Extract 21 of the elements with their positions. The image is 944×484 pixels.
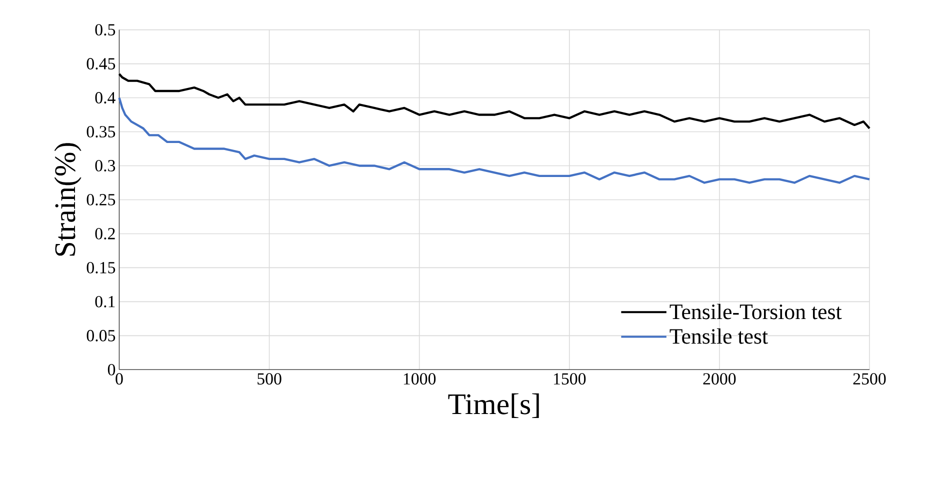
y-tick-label: 0.3: [95, 160, 116, 172]
x-tick-label: 2000: [703, 373, 736, 385]
y-tick-label: 0.5: [95, 24, 116, 36]
y-tick-label: 0: [108, 364, 116, 376]
x-axis-title: Time[s]: [448, 393, 539, 418]
y-axis-title: Strain(%): [54, 143, 82, 256]
y-tick-label: 0.05: [86, 330, 116, 342]
y-tick-label: 0.15: [86, 262, 116, 274]
legend-label: Tensile test: [670, 328, 768, 344]
y-tick-label: 0.25: [86, 194, 116, 206]
y-tick-label: 0.4: [95, 92, 116, 104]
legend-label: Tensile-Torsion test: [670, 304, 842, 320]
x-tick-label: 500: [258, 373, 282, 385]
y-tick-label: 0.45: [86, 58, 116, 70]
x-tick-label: 2500: [853, 373, 886, 385]
y-tick-label: 0.35: [86, 126, 116, 138]
x-tick-label: 1000: [404, 373, 436, 385]
x-tick-label: 0: [116, 373, 123, 385]
y-tick-label: 0.2: [95, 228, 115, 240]
x-tick-label: 1500: [554, 373, 586, 385]
y-tick-label: 0.1: [95, 296, 115, 308]
